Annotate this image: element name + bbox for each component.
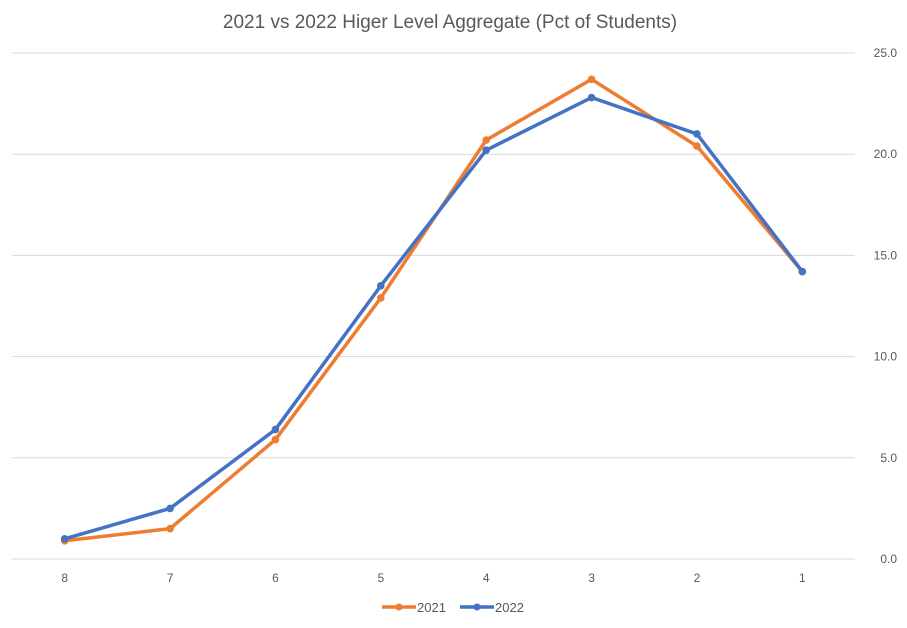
x-tick-label: 5: [377, 571, 384, 585]
data-point-2021: [693, 142, 701, 150]
data-point-2021: [271, 435, 280, 444]
data-point-2022: [271, 425, 280, 434]
y-tick-label: 25.0: [874, 46, 898, 60]
data-point-2021: [482, 136, 490, 144]
legend-marker-2021: [395, 603, 403, 611]
legend-label: 2022: [495, 600, 524, 615]
legend-marker-2022: [473, 603, 481, 611]
series-line-2021: [64, 77, 804, 543]
x-tick-label: 2: [694, 571, 701, 585]
legend-label: 2021: [417, 600, 446, 615]
data-point-2022: [377, 281, 385, 290]
series-line-2022: [64, 95, 804, 541]
data-point-2022: [693, 130, 701, 138]
x-tick-label: 3: [588, 571, 595, 585]
data-point-2022: [60, 534, 69, 543]
y-tick-label: 5.0: [880, 451, 897, 465]
data-point-2021: [377, 294, 385, 302]
y-tick-label: 15.0: [874, 248, 898, 262]
y-tick-label: 0.0: [880, 552, 897, 566]
x-tick-label: 8: [61, 571, 68, 585]
data-point-2022: [482, 146, 490, 154]
x-tick-label: 7: [167, 571, 174, 585]
data-point-2021: [166, 524, 174, 533]
x-tick-label: 6: [272, 571, 279, 585]
data-point-2021: [587, 75, 596, 84]
x-tick-label: 4: [483, 571, 490, 585]
x-tick-label: 1: [799, 571, 806, 585]
chart-title: 2021 vs 2022 Higer Level Aggregate (Pct …: [223, 12, 677, 33]
data-point-2022: [166, 504, 174, 513]
y-tick-label: 20.0: [874, 147, 898, 161]
data-point-2022: [798, 267, 807, 276]
y-tick-label: 10.0: [874, 350, 898, 364]
data-point-2022: [587, 93, 596, 102]
